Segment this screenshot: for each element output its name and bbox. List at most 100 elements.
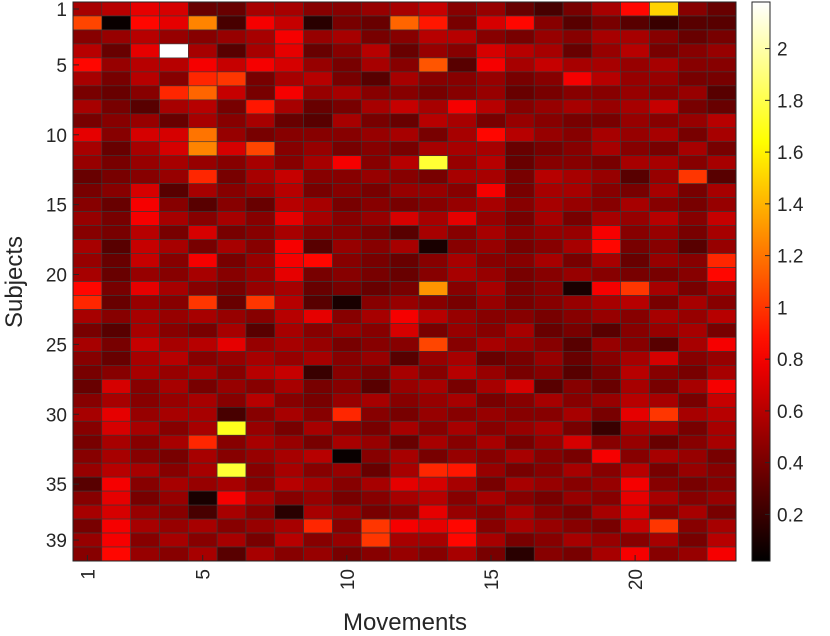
heatmap-cell bbox=[72, 183, 103, 198]
heatmap-cell bbox=[72, 309, 103, 324]
heatmap-cell bbox=[72, 295, 103, 310]
heatmap-cell bbox=[274, 141, 304, 157]
heatmap-cell bbox=[188, 518, 218, 534]
heatmap-cell bbox=[562, 57, 593, 73]
heatmap-cell bbox=[706, 546, 737, 562]
heatmap-cell bbox=[533, 15, 564, 31]
heatmap-cell bbox=[591, 462, 621, 478]
heatmap-cell bbox=[591, 420, 621, 436]
heatmap-cell bbox=[533, 183, 564, 198]
heatmap-cell bbox=[274, 490, 304, 506]
y-tick-label: 1 bbox=[56, 0, 67, 21]
heatmap-cell bbox=[245, 239, 276, 254]
heatmap-cell bbox=[360, 323, 391, 338]
heatmap-cell bbox=[332, 1, 362, 17]
heatmap-cell bbox=[216, 351, 247, 366]
heatmap-cell bbox=[447, 85, 477, 101]
heatmap-cell bbox=[274, 309, 304, 324]
heatmap-cell bbox=[130, 267, 160, 282]
heatmap-cell bbox=[101, 15, 131, 31]
heatmap-cell bbox=[360, 504, 391, 520]
heatmap-cell bbox=[159, 476, 189, 492]
heatmap-cell bbox=[389, 365, 420, 380]
heatmap-cell bbox=[418, 462, 449, 478]
heatmap-cell bbox=[332, 85, 362, 101]
heatmap-cell bbox=[274, 323, 304, 338]
heatmap-cell bbox=[216, 490, 247, 506]
heatmap-cell bbox=[706, 532, 737, 548]
heatmap-cell bbox=[360, 406, 391, 422]
heatmap-cell bbox=[360, 476, 391, 492]
heatmap-cell bbox=[216, 197, 247, 212]
heatmap-cell bbox=[533, 155, 564, 170]
heatmap-cell bbox=[274, 406, 304, 422]
heatmap-cell bbox=[274, 1, 304, 17]
heatmap-cell bbox=[159, 406, 189, 422]
heatmap-cell bbox=[245, 351, 276, 366]
heatmap-cell bbox=[706, 379, 737, 394]
heatmap-cell bbox=[332, 253, 362, 268]
heatmap-cell bbox=[591, 406, 621, 422]
heatmap-cell bbox=[706, 127, 737, 143]
heatmap-cell bbox=[418, 365, 449, 380]
heatmap-cell bbox=[591, 15, 621, 31]
heatmap-cell bbox=[562, 490, 593, 506]
heatmap-cell bbox=[303, 281, 333, 296]
heatmap-cell bbox=[72, 155, 103, 170]
heatmap-cell bbox=[274, 57, 304, 73]
heatmap-cell bbox=[447, 29, 477, 45]
heatmap-cell bbox=[216, 57, 247, 73]
heatmap-cell bbox=[678, 197, 708, 212]
heatmap-cell bbox=[591, 281, 621, 296]
heatmap-cell bbox=[216, 281, 247, 296]
heatmap-cell bbox=[216, 29, 247, 45]
heatmap-cell bbox=[245, 518, 276, 534]
heatmap-cell bbox=[303, 406, 333, 422]
heatmap-cell bbox=[591, 141, 621, 157]
heatmap-cell bbox=[505, 476, 535, 492]
heatmap-cell bbox=[245, 15, 276, 31]
heatmap-cell bbox=[332, 365, 362, 380]
x-tick-label: 15 bbox=[482, 569, 503, 590]
heatmap-cell bbox=[188, 337, 218, 352]
heatmap-cell bbox=[101, 295, 131, 310]
heatmap-cell bbox=[274, 211, 304, 226]
heatmap-cell bbox=[447, 420, 477, 436]
heatmap-cell bbox=[303, 476, 333, 492]
heatmap-cell bbox=[649, 392, 679, 408]
heatmap-cell bbox=[678, 309, 708, 324]
heatmap-cell bbox=[159, 239, 189, 254]
heatmap-cell bbox=[360, 141, 391, 157]
heatmap-cell bbox=[706, 239, 737, 254]
heatmap-cell bbox=[418, 85, 449, 101]
heatmap-cell bbox=[245, 29, 276, 45]
heatmap-cell bbox=[101, 267, 131, 282]
heatmap-cell bbox=[418, 267, 449, 282]
colorbar-ticks: 0.2 0.4 0.6 0.8 1 1.2 1.4 1.6 1.8 2 bbox=[765, 40, 804, 526]
heatmap-cell bbox=[562, 239, 593, 254]
heatmap-cell bbox=[389, 141, 420, 157]
heatmap-cell bbox=[562, 225, 593, 240]
heatmap-cell bbox=[303, 518, 333, 534]
heatmap-cell bbox=[360, 169, 391, 184]
heatmap-cell bbox=[101, 57, 131, 73]
heatmap-cell bbox=[649, 99, 679, 115]
heatmap-cell bbox=[303, 462, 333, 478]
heatmap-cell bbox=[447, 225, 477, 240]
heatmap-cell bbox=[447, 476, 477, 492]
heatmap-cell bbox=[562, 211, 593, 226]
heatmap-cell bbox=[418, 71, 449, 87]
heatmap-cell bbox=[188, 239, 218, 254]
heatmap-cell bbox=[389, 351, 420, 366]
heatmap-cell bbox=[159, 365, 189, 380]
heatmap-cell bbox=[216, 532, 247, 548]
heatmap-cell bbox=[188, 420, 218, 436]
heatmap-cell bbox=[303, 71, 333, 87]
heatmap-cell bbox=[418, 532, 449, 548]
heatmap-cell bbox=[332, 490, 362, 506]
heatmap-cell bbox=[159, 197, 189, 212]
heatmap-cell bbox=[678, 518, 708, 534]
heatmap-cell bbox=[562, 406, 593, 422]
heatmap-cell bbox=[476, 504, 506, 520]
heatmap-cell bbox=[476, 379, 506, 394]
